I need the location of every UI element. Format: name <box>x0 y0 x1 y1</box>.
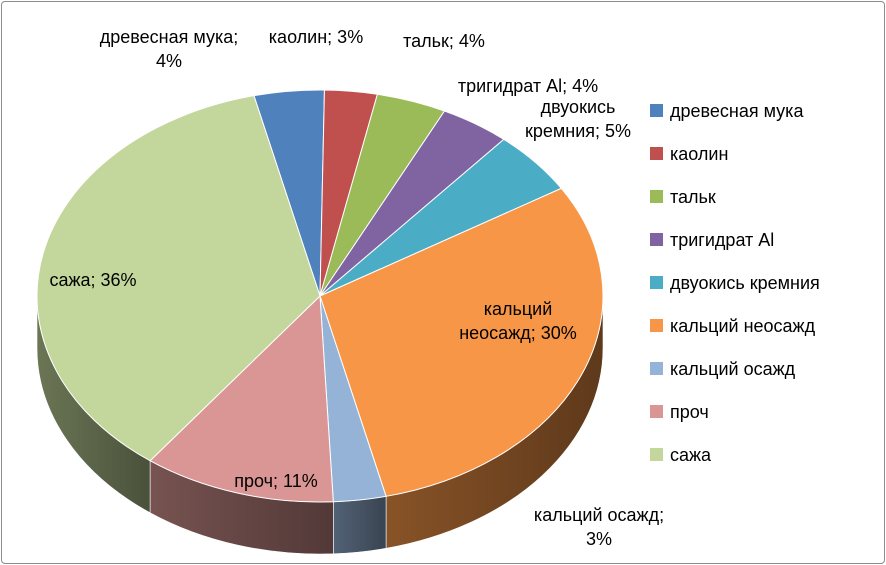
legend-label: древесная мука <box>670 101 804 121</box>
legend-swatch <box>650 319 663 332</box>
data-label-каолин: каолин; 3% <box>269 27 363 47</box>
data-label-проч: проч; 11% <box>234 471 317 491</box>
legend-item-кальций-неосажд: кальций неосажд <box>650 316 816 336</box>
legend-label: сажа <box>670 445 712 465</box>
legend-item-двуокись-кремния: двуокись кремния <box>650 273 820 293</box>
legend-label: тригидрат Al <box>670 230 774 250</box>
legend-swatch <box>650 233 663 246</box>
legend-label: проч <box>670 402 709 422</box>
legend-swatch <box>650 362 663 375</box>
slice-проч <box>149 294 334 503</box>
slice-side-кальций-осажд <box>333 495 387 555</box>
data-label-сажа: сажа; 36% <box>49 270 136 290</box>
legend-swatch <box>650 405 663 418</box>
slice-сажа <box>36 95 321 462</box>
legend-swatch <box>650 104 663 117</box>
slice-кальций-неосажд <box>319 187 604 497</box>
legend-swatch <box>650 147 663 160</box>
legend-label: тальк <box>670 187 716 207</box>
data-label-кальций-неосажд: кальций неосажд; 30% <box>459 299 577 343</box>
legend-swatch <box>650 276 663 289</box>
data-label-древесная-мука: древесная мука; 4% <box>100 27 238 71</box>
legend-item-тригидрат-al: тригидрат Al <box>650 230 774 250</box>
legend-item-проч: проч <box>650 402 709 422</box>
legend-item-сажа: сажа <box>650 445 712 465</box>
legend-item-каолин: каолин <box>650 144 728 164</box>
legend-swatch <box>650 448 663 461</box>
data-label-двуокись-кремния: двуокись кремния; 5% <box>525 97 631 141</box>
legend-item-тальк: тальк <box>650 187 716 207</box>
data-label-тальк: тальк; 4% <box>403 31 485 51</box>
legend-swatch <box>650 190 663 203</box>
legend-label: кальций осажд <box>670 359 796 379</box>
legend-label: каолин <box>670 144 728 164</box>
data-label-кальций-осажд: кальций осажд; 3% <box>534 505 664 549</box>
legend-item-кальций-осажд: кальций осажд <box>650 359 796 379</box>
data-label-тригидрат-al: тригидрат Al; 4% <box>458 76 598 96</box>
legend-label: кальций неосажд <box>670 316 816 336</box>
legend-item-древесная-мука: древесная мука <box>650 101 804 121</box>
legend-label: двуокись кремния <box>670 273 820 293</box>
